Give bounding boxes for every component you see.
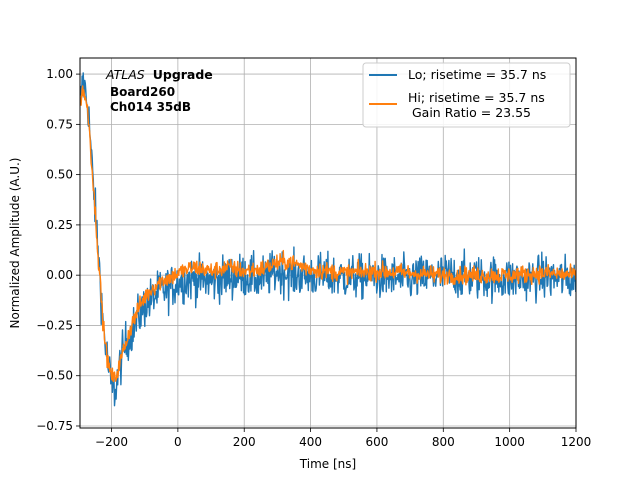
x-axis-ticks: −200 0 200 400 600 800 1000 1200 [95, 428, 591, 449]
x-tick-label: 800 [432, 435, 455, 449]
annotation-experiment: ATLAS [105, 67, 145, 82]
x-tick-label: 600 [365, 435, 388, 449]
series-line-hi [80, 85, 576, 383]
legend: Lo; risetime = 35.7 ns Hi; risetime = 35… [362, 62, 571, 128]
x-tick-label: 1200 [561, 435, 592, 449]
y-tick-label: 0.75 [46, 117, 73, 131]
x-tick-label: 200 [233, 435, 256, 449]
x-tick-label: 1000 [494, 435, 525, 449]
svg-text:ATLAS Upgrade: ATLAS Upgrade [105, 67, 213, 82]
x-tick-label: 400 [299, 435, 322, 449]
legend-line: Gain Ratio = 23.55 [408, 105, 531, 120]
x-axis-label: Time [ns] [299, 457, 356, 471]
legend-entry-lo: Lo; risetime = 35.7 ns [408, 67, 546, 82]
x-tick-label: −200 [95, 435, 128, 449]
y-axis-ticks: −0.75 −0.50 −0.25 0.00 0.25 0.50 0.75 1.00 [36, 67, 80, 433]
y-tick-label: 0.00 [46, 268, 73, 282]
y-tick-label: −0.25 [36, 318, 73, 332]
annotation-channel: Ch014 35dB [110, 100, 191, 114]
y-tick-label: 1.00 [46, 67, 73, 81]
x-tick-label: 0 [174, 435, 182, 449]
legend-entry-hi: Hi; risetime = 35.7 ns Gain Ratio = 23.5… [408, 90, 545, 120]
atlas-annotation: ATLAS Upgrade Board260 Ch014 35dB [105, 67, 213, 114]
y-tick-label: 0.50 [46, 168, 73, 182]
series-layer [80, 72, 576, 407]
annotation-board: Board260 [110, 85, 175, 99]
y-tick-label: 0.25 [46, 218, 73, 232]
y-tick-label: −0.75 [36, 419, 73, 433]
y-tick-label: −0.50 [36, 369, 73, 383]
legend-box [362, 62, 571, 128]
legend-line: Hi; risetime = 35.7 ns [408, 90, 545, 105]
legend-line: Lo; risetime = 35.7 ns [408, 67, 546, 82]
plot-frame [79, 57, 577, 429]
annotation-tag: Upgrade [153, 67, 213, 82]
y-axis-label: Normalized Amplitude (A.U.) [8, 158, 22, 329]
